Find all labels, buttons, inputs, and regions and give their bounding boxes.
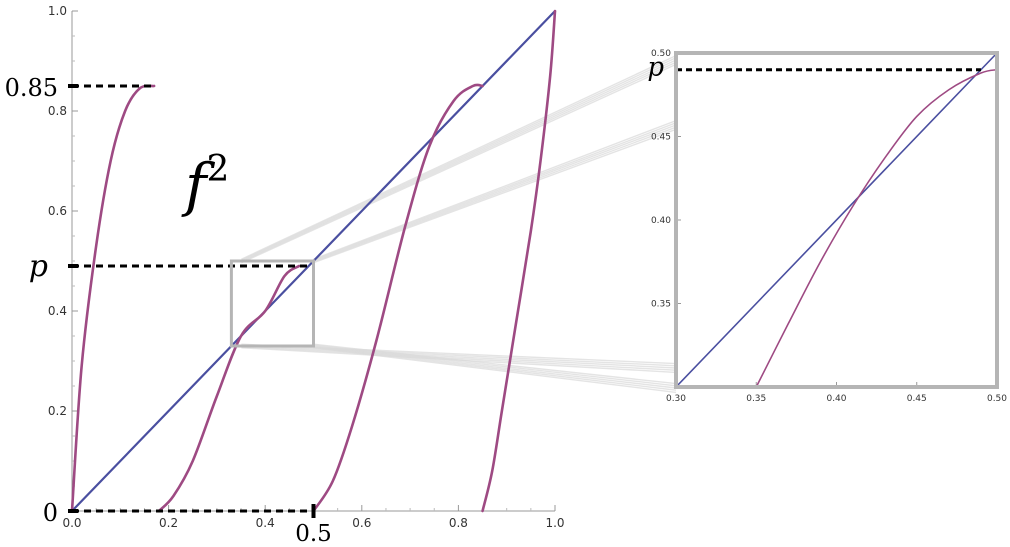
zoom-connector-line (241, 59, 677, 262)
main-y-tick-label: 0.4 (48, 304, 67, 318)
zoom-connector-line (241, 63, 677, 264)
main-x-tick-label: 0.0 (62, 516, 81, 530)
main-y-tick-label: 0.2 (48, 404, 67, 418)
inset-y-tick-label: 0.45 (651, 133, 671, 143)
main-plot: 0.0 0.2 0.4 0.6 0.8 1.0 0.2 0.4 0.6 0.8 1.0 0.85 p 0… (5, 4, 565, 547)
zoom-connectors (241, 54, 677, 394)
zoom-connector-line (241, 344, 677, 367)
main-branch-curve-2 (157, 264, 301, 513)
inset-y-tick-label: 0.50 (651, 49, 671, 59)
main-x-tick-label: 0.8 (449, 516, 468, 530)
inset-branch-curve (755, 68, 998, 388)
zoom-connector-line (241, 346, 677, 371)
inset-diagonal-line (675, 52, 998, 388)
inset-plot: 0.30 0.35 0.40 0.45 0.50 0.35 0.40 0.45 0.50 p (647, 49, 1007, 404)
main-x-marker-label: 0.5 (295, 521, 332, 547)
inset-frame (674, 51, 999, 389)
zoom-connector-line (313, 347, 677, 394)
main-x-tick-label: 0.2 (159, 516, 178, 530)
zoom-connector-line (241, 54, 677, 260)
zoom-connector-line (313, 124, 677, 262)
zoom-connector-line (241, 57, 677, 261)
zoom-connector-line (313, 343, 677, 385)
main-y-tick-label: 0.8 (48, 104, 67, 118)
zoom-box (229, 259, 315, 348)
main-y-tick-label: 1.0 (48, 4, 67, 18)
zoom-connector-line (313, 119, 677, 260)
zoom-connector-line (313, 122, 677, 261)
main-branch-curve-1 (70, 84, 156, 513)
inset-y-tick-label: 0.40 (651, 216, 671, 226)
zoom-connector-line (241, 345, 677, 369)
inset-x-tick-label: 0.50 (987, 394, 1007, 404)
inset-x-tick-label: 0.35 (746, 394, 766, 404)
main-ref-label-0: 0.85 (5, 74, 58, 102)
f2-annotation: f2 (181, 149, 229, 219)
main-branch-curve-3 (312, 83, 484, 513)
inset-x-tick-label: 0.40 (826, 394, 846, 404)
main-ref-label-2: 0 (43, 499, 58, 527)
inset-x-tick-label: 0.45 (907, 394, 927, 404)
inset-ref-label: p (647, 53, 664, 83)
main-ref-label-1: p (29, 249, 48, 284)
zoom-connector-line (313, 128, 677, 264)
inset-x-tick-label: 0.30 (666, 394, 686, 404)
main-x-tick-label: 0.6 (352, 516, 371, 530)
main-branch-curve-4 (481, 9, 557, 513)
main-y-tick-label: 0.6 (48, 204, 67, 218)
zoom-connector-line (313, 126, 677, 263)
main-x-tick-label: 0.4 (256, 516, 275, 530)
inset-y-tick-label: 0.35 (651, 300, 671, 310)
main-x-tick-label: 1.0 (545, 516, 564, 530)
zoom-connector-line (241, 61, 677, 263)
